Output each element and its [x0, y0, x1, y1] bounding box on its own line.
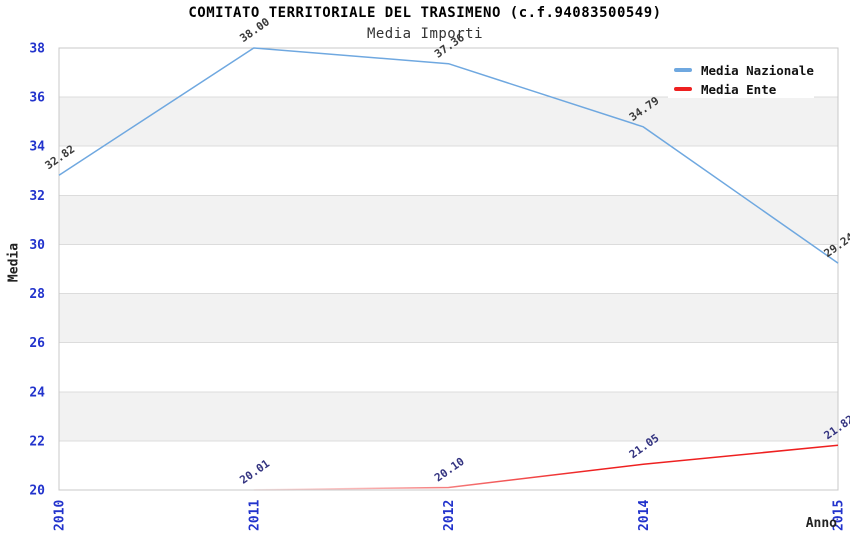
legend-item-media-nazionale: Media Nazionale [674, 61, 814, 79]
legend-line-marker-red-icon [674, 87, 692, 91]
plot-band [59, 195, 838, 245]
plot-frame [58, 47, 839, 491]
y-tick-label: 32 [29, 189, 45, 204]
y-tick-label: 24 [29, 385, 45, 400]
x-tick-label: 2011 [247, 500, 262, 531]
y-tick-label: 36 [29, 91, 45, 106]
y-tick-label: 26 [29, 336, 45, 351]
legend-line-marker-blue-icon [674, 68, 692, 72]
x-tick-label: 2014 [637, 500, 652, 531]
legend: Media Nazionale Media Ente [668, 52, 814, 98]
data-label: 32.82 [43, 143, 78, 173]
legend-label-media-ente: Media Ente [701, 81, 777, 97]
x-tick-label: 2012 [442, 500, 457, 531]
x-tick-label: 2015 [832, 500, 847, 531]
y-tick-label: 22 [29, 434, 45, 449]
plot-band [59, 391, 838, 441]
data-label: 20.01 [237, 457, 272, 487]
data-label: 20.10 [432, 455, 467, 485]
x-tick-label: 2010 [53, 500, 68, 531]
y-tick-label: 28 [29, 287, 45, 302]
series-line-1 [253, 444, 839, 491]
series-line-0 [58, 47, 839, 264]
x-axis-title: Anno [805, 516, 837, 531]
plot-band [59, 97, 838, 147]
data-label: 38.00 [237, 15, 272, 45]
y-tick-label: 20 [29, 484, 45, 499]
y-axis-title: Media [6, 242, 22, 283]
y-tick-label: 30 [29, 238, 45, 253]
legend-label-media-nazionale: Media Nazionale [701, 62, 814, 78]
plot-band [59, 293, 838, 343]
y-tick-label: 38 [29, 42, 45, 57]
chart-subtitle: Media Importi [366, 26, 484, 42]
data-label: 37.36 [432, 31, 467, 61]
chart-title: COMITATO TERRITORIALE DEL TRASIMENO (c.f… [188, 5, 662, 21]
legend-item-media-ente: Media Ente [674, 80, 814, 98]
y-tick-label: 34 [29, 140, 45, 155]
